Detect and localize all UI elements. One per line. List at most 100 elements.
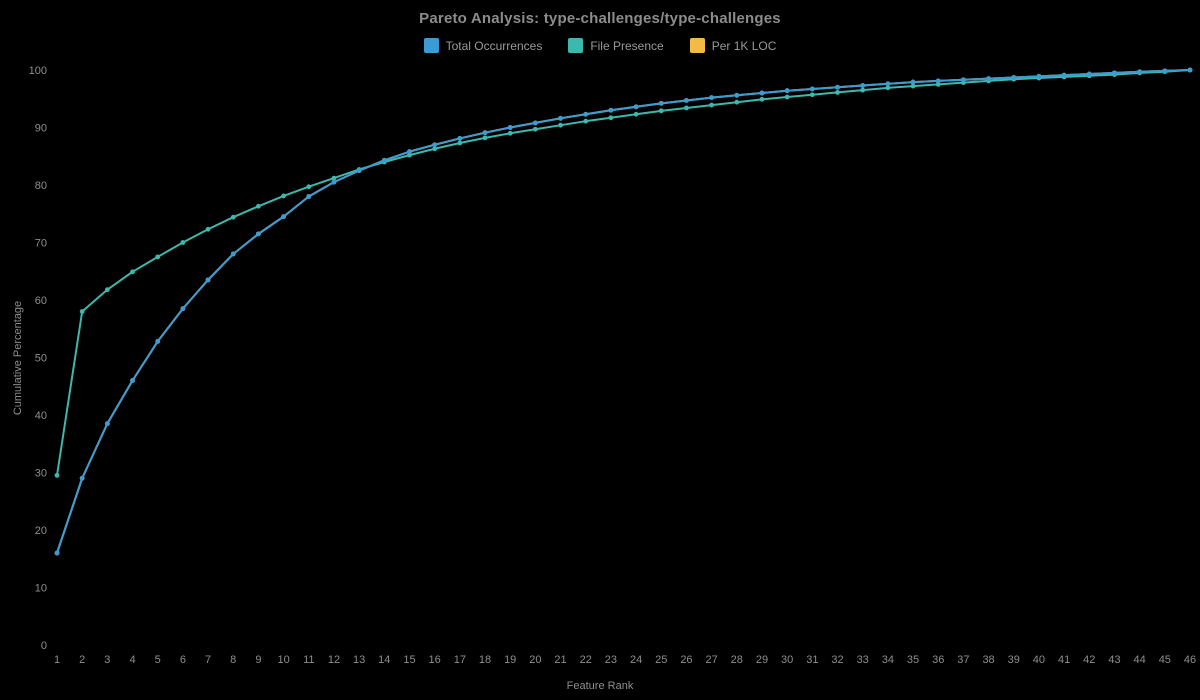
- total-occurrences-swatch-icon: [423, 38, 439, 53]
- data-point: [734, 99, 740, 105]
- data-point: [734, 92, 740, 98]
- y-tick-label: 20: [35, 525, 47, 537]
- x-tick-label: 25: [655, 654, 667, 666]
- x-tick-label: 38: [982, 654, 994, 666]
- data-point: [532, 120, 538, 126]
- data-point: [281, 193, 286, 199]
- data-point: [79, 475, 85, 481]
- x-tick-label: 14: [378, 654, 390, 666]
- x-tick-label: 20: [529, 654, 541, 666]
- data-point: [709, 102, 715, 108]
- y-tick-label: 0: [41, 640, 47, 652]
- data-point: [205, 277, 211, 283]
- x-tick-label: 15: [403, 654, 415, 666]
- x-tick-label: 37: [957, 654, 969, 666]
- data-point: [910, 79, 916, 85]
- data-point: [230, 214, 236, 220]
- data-point: [583, 111, 589, 117]
- series-line-per-1k-loc: [56, 69, 1191, 554]
- data-point: [507, 125, 513, 130]
- x-tick-label: 26: [680, 654, 692, 666]
- x-tick-label: 24: [630, 654, 642, 666]
- x-tick-label: 1: [54, 654, 60, 666]
- data-point: [306, 194, 312, 199]
- data-point: [759, 90, 765, 96]
- data-point: [230, 251, 236, 257]
- data-point: [658, 100, 664, 106]
- data-point: [986, 76, 991, 82]
- data-point: [935, 81, 941, 87]
- data-point: [961, 77, 966, 83]
- legend-item-file-presence[interactable]: File Presence: [568, 38, 664, 53]
- x-tick-label: 43: [1108, 654, 1120, 666]
- data-point: [457, 136, 463, 141]
- legend-label: Total Occurrences: [445, 38, 543, 53]
- data-point: [608, 115, 614, 121]
- x-tick-label: 7: [205, 654, 211, 666]
- data-point: [1061, 72, 1067, 78]
- data-point: [432, 142, 438, 148]
- legend-item-per-1k-loc[interactable]: Per 1K LOC: [689, 38, 777, 53]
- data-point: [432, 146, 438, 152]
- x-tick-label: 42: [1083, 654, 1095, 666]
- data-point: [130, 378, 135, 383]
- x-tick-label: 3: [104, 654, 110, 666]
- data-point: [583, 118, 589, 124]
- data-point: [180, 306, 186, 312]
- legend-item-total-occurrences[interactable]: Total Occurrences: [423, 38, 543, 53]
- data-point: [482, 135, 488, 141]
- data-point: [684, 98, 689, 103]
- data-point: [256, 231, 261, 237]
- data-point: [759, 96, 765, 102]
- x-tick-label: 21: [554, 654, 566, 666]
- data-point: [331, 175, 337, 181]
- per-1k-loc-swatch-icon: [689, 38, 705, 53]
- data-point: [482, 130, 488, 136]
- x-tick-label: 16: [429, 654, 441, 666]
- x-tick-label: 23: [605, 654, 617, 666]
- x-tick-label: 35: [907, 654, 919, 666]
- x-tick-label: 9: [255, 654, 261, 666]
- x-tick-label: 4: [129, 654, 135, 666]
- data-point: [104, 421, 110, 427]
- data-point: [407, 149, 412, 155]
- x-tick-label: 29: [756, 654, 768, 666]
- legend-label: File Presence: [590, 38, 664, 53]
- file-presence-swatch-icon: [568, 38, 584, 53]
- data-point: [1112, 70, 1117, 76]
- x-tick-label: 46: [1184, 654, 1196, 666]
- legend-label: Per 1K LOC: [711, 38, 777, 53]
- y-tick-label: 100: [29, 65, 47, 77]
- x-tick-label: 5: [155, 654, 161, 666]
- data-point: [180, 240, 186, 245]
- x-tick-label: 12: [328, 654, 340, 666]
- x-tick-label: 32: [831, 654, 843, 666]
- y-tick-label: 50: [35, 353, 47, 365]
- x-tick-label: 33: [857, 654, 869, 666]
- data-point: [54, 472, 60, 478]
- y-tick-label: 10: [35, 583, 47, 595]
- data-point: [633, 104, 639, 110]
- data-point: [835, 84, 840, 90]
- x-tick-label: 2: [79, 654, 85, 666]
- x-tick-label: 6: [180, 654, 186, 666]
- x-tick-label: 45: [1159, 654, 1171, 666]
- data-point: [281, 214, 286, 220]
- x-tick-label: 22: [580, 654, 592, 666]
- data-point: [331, 179, 337, 185]
- data-point: [784, 94, 790, 100]
- x-tick-label: 36: [932, 654, 944, 666]
- data-point: [910, 83, 916, 89]
- data-point: [784, 88, 790, 94]
- data-point: [860, 83, 866, 88]
- x-tick-label: 30: [781, 654, 793, 666]
- data-point: [809, 92, 815, 98]
- y-tick-label: 80: [35, 180, 47, 192]
- data-point: [558, 122, 563, 128]
- y-tick-label: 40: [35, 410, 47, 422]
- data-point: [1011, 75, 1017, 80]
- x-tick-label: 10: [277, 654, 289, 666]
- x-tick-label: 18: [479, 654, 491, 666]
- x-tick-label: 44: [1134, 654, 1146, 666]
- y-tick-label: 30: [35, 468, 47, 480]
